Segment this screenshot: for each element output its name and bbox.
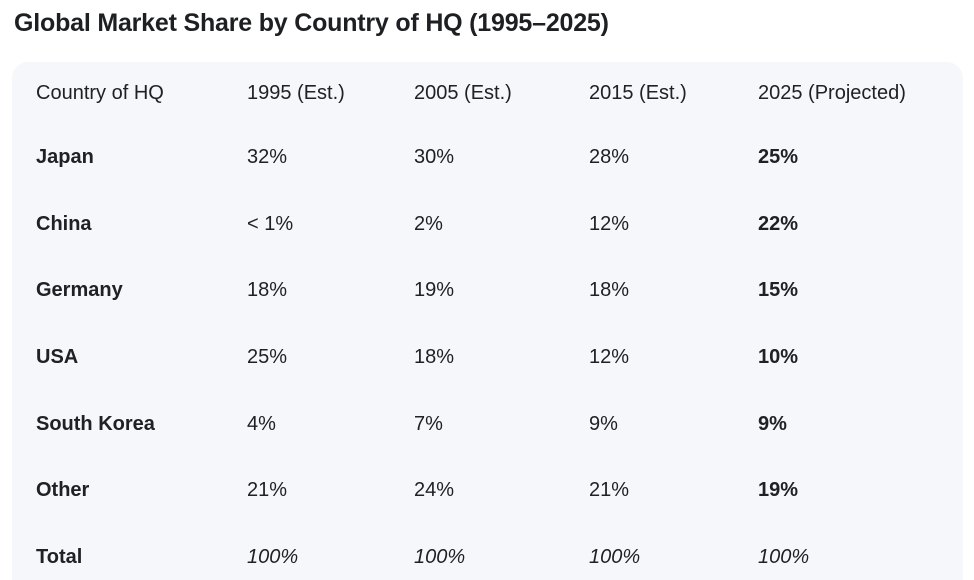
table-body: Japan 32% 30% 28% 25% China < 1% 2% 12% 22% German… bbox=[36, 124, 963, 580]
value-cell: < 1% bbox=[247, 212, 294, 235]
table-row: Germany 18% 19% 18% 15% bbox=[36, 257, 963, 324]
table-row: Total 100% 100% 100% 100% bbox=[36, 524, 963, 580]
row-label: Other bbox=[36, 479, 90, 502]
value-cell: 4% bbox=[247, 412, 276, 435]
table-row: China < 1% 2% 12% 22% bbox=[36, 191, 963, 258]
column-header: 1995 (Est.) bbox=[247, 81, 345, 104]
value-cell: 30% bbox=[414, 145, 455, 168]
market-share-table: Country of HQ 1995 (Est.) 2005 (Est.) 2015 … bbox=[36, 62, 963, 580]
value-cell: 12% bbox=[589, 345, 630, 368]
value-cell: 24% bbox=[414, 479, 455, 502]
table-card: Country of HQ 1995 (Est.) 2005 (Est.) 2015 … bbox=[12, 62, 963, 580]
value-cell: 100% bbox=[247, 545, 299, 568]
value-cell: 25% bbox=[247, 345, 288, 368]
value-cell: 21% bbox=[589, 479, 630, 502]
column-header: Country of HQ bbox=[36, 81, 164, 104]
column-header: 2015 (Est.) bbox=[589, 81, 687, 104]
value-cell: 9% bbox=[589, 412, 618, 435]
row-label: USA bbox=[36, 345, 79, 368]
row-label: South Korea bbox=[36, 412, 155, 435]
value-cell: 9% bbox=[758, 412, 787, 435]
table-row: Other 21% 24% 21% 19% bbox=[36, 457, 963, 524]
row-label: Japan bbox=[36, 145, 94, 168]
table-row: South Korea 4% 7% 9% 9% bbox=[36, 391, 963, 458]
table-row: USA 25% 18% 12% 10% bbox=[36, 324, 963, 391]
value-cell: 32% bbox=[247, 145, 288, 168]
value-cell: 19% bbox=[414, 279, 455, 302]
value-cell: 100% bbox=[414, 545, 466, 568]
row-label: China bbox=[36, 212, 92, 235]
value-cell: 19% bbox=[758, 479, 799, 502]
value-cell: 7% bbox=[414, 412, 443, 435]
value-cell: 18% bbox=[247, 279, 288, 302]
value-cell: 28% bbox=[589, 145, 630, 168]
value-cell: 18% bbox=[414, 345, 455, 368]
value-cell: 22% bbox=[758, 212, 799, 235]
value-cell: 10% bbox=[758, 345, 799, 368]
column-header: 2025 (Projected) bbox=[758, 81, 906, 104]
table-header-row: Country of HQ 1995 (Est.) 2005 (Est.) 2015 … bbox=[36, 62, 963, 124]
value-cell: 15% bbox=[758, 279, 799, 302]
value-cell: 2% bbox=[414, 212, 443, 235]
row-label: Germany bbox=[36, 279, 123, 302]
value-cell: 12% bbox=[589, 212, 630, 235]
value-cell: 25% bbox=[758, 145, 799, 168]
page-title: Global Market Share by Country of HQ (19… bbox=[14, 9, 609, 37]
value-cell: 100% bbox=[589, 545, 641, 568]
value-cell: 18% bbox=[589, 279, 630, 302]
column-header: 2005 (Est.) bbox=[414, 81, 512, 104]
table-row: Japan 32% 30% 28% 25% bbox=[36, 124, 963, 191]
value-cell: 100% bbox=[758, 545, 810, 568]
row-label: Total bbox=[36, 545, 83, 568]
value-cell: 21% bbox=[247, 479, 288, 502]
